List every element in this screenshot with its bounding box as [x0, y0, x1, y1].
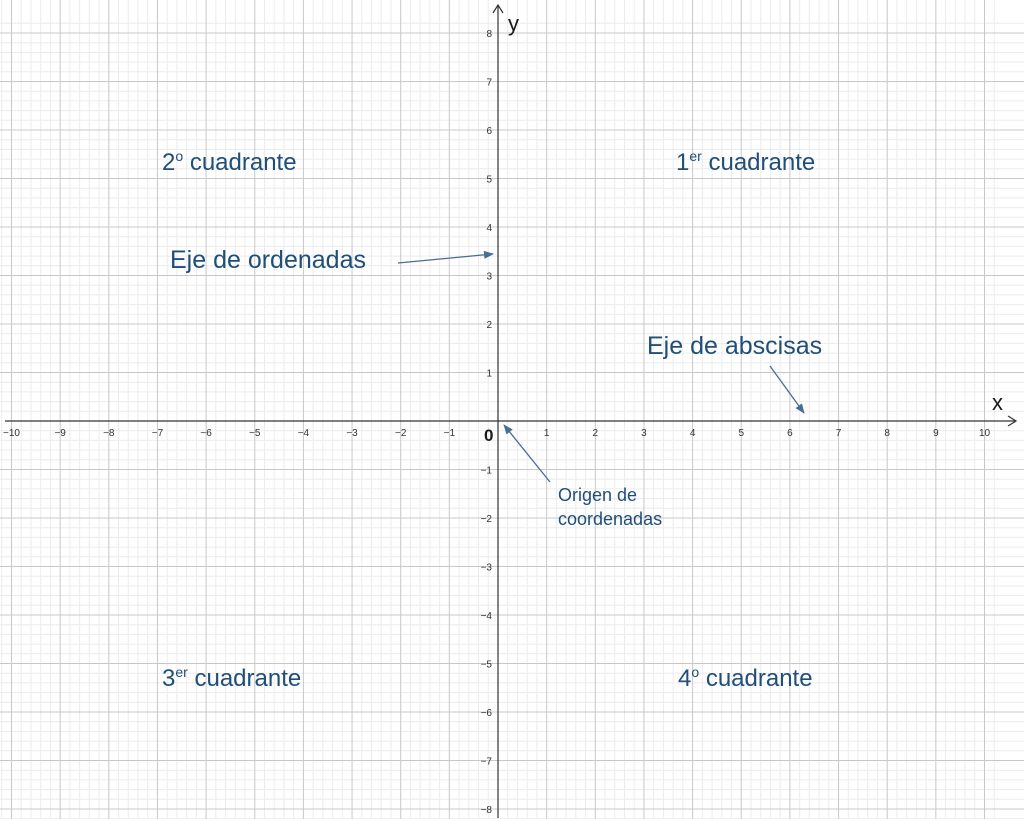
- quadrant-4-text: cuadrante: [699, 665, 813, 692]
- y-tick-label: 8: [486, 29, 492, 40]
- x-tick-label: −3: [346, 428, 358, 439]
- x-tick-label: −8: [103, 428, 115, 439]
- y-tick-label: −4: [481, 611, 493, 622]
- y-tick-label: 4: [486, 223, 492, 234]
- x-axis-label: x: [992, 390, 1003, 415]
- tick-labels: −10 −9 −8 −7 −6 −5 −4 −3 −2 −1 1 2 3 4 5 6 7 8 9 1087654321…: [3, 29, 990, 816]
- y-axis-label: y: [508, 11, 519, 36]
- x-tick-label: 1: [544, 428, 550, 439]
- y-tick-label: 1: [486, 369, 492, 380]
- y-tick-label: −7: [481, 757, 493, 768]
- x-tick-label: −6: [200, 428, 212, 439]
- origin-label: 0: [484, 426, 493, 445]
- quadrant-4-ordinal: o: [691, 664, 700, 680]
- x-tick-label: 5: [738, 428, 744, 439]
- x-tick-label: −9: [54, 428, 66, 439]
- x-tick-label: −10: [3, 428, 20, 439]
- quadrant-3-text: cuadrante: [187, 665, 302, 692]
- y-axis-arrow-icon: [492, 3, 504, 14]
- x-tick-label: −5: [249, 428, 261, 439]
- quadrant-2-text: cuadrante: [183, 149, 297, 176]
- quadrant-2-ordinal: o: [175, 148, 184, 164]
- x-tick-label: 4: [690, 428, 696, 439]
- arrow-abscisas: [769, 365, 805, 414]
- x-tick-label: 7: [836, 428, 842, 439]
- quadrant-4-number: 4: [678, 665, 692, 692]
- quadrant-1-text: cuadrante: [701, 149, 816, 176]
- quadrant-1-label: 1er cuadrante: [676, 148, 816, 176]
- x-tick-label: −7: [152, 428, 164, 439]
- quadrant-2-label: 2o cuadrante: [162, 148, 297, 176]
- origen-label-line-2: coordenadas: [558, 509, 663, 529]
- y-tick-label: −8: [481, 805, 493, 816]
- quadrant-2-number: 2: [162, 149, 176, 176]
- eje-ordenadas-label: Eje de ordenadas: [170, 246, 366, 274]
- quadrant-1-number: 1: [676, 149, 690, 176]
- x-tick-label: 2: [593, 428, 599, 439]
- x-tick-label: 3: [641, 428, 647, 439]
- x-tick-label: −1: [444, 428, 456, 439]
- x-tick-label: 10: [979, 428, 991, 439]
- y-tick-label: 7: [486, 78, 492, 89]
- y-tick-label: 3: [486, 272, 492, 283]
- y-tick-label: −3: [481, 563, 493, 574]
- quadrant-1-ordinal: er: [689, 148, 702, 164]
- x-tick-label: 9: [933, 428, 939, 439]
- origen-label: Origen de coordenadas: [558, 483, 662, 531]
- eje-abscisas-label: Eje de abscisas: [647, 332, 823, 360]
- axes: [5, 3, 1018, 818]
- arrow-ordenadas: [397, 250, 494, 264]
- x-tick-label: 8: [884, 428, 890, 439]
- x-axis-arrow-icon: [1007, 415, 1018, 427]
- y-tick-label: 6: [486, 126, 492, 137]
- quadrant-4-label: 4o cuadrante: [678, 664, 813, 692]
- y-tick-label: −6: [481, 708, 493, 719]
- y-tick-label: 5: [486, 175, 492, 186]
- arrow-origen: [503, 424, 551, 483]
- x-tick-label: 6: [787, 428, 793, 439]
- quadrant-3-label: 3er cuadrante: [162, 664, 302, 692]
- x-tick-label: −2: [395, 428, 407, 439]
- y-tick-label: −1: [481, 466, 493, 477]
- x-tick-label: −4: [298, 428, 310, 439]
- y-tick-label: −5: [481, 660, 493, 671]
- quadrant-3-ordinal: er: [175, 664, 188, 680]
- origen-label-line-1: Origen de: [558, 485, 638, 505]
- y-tick-label: −2: [481, 514, 493, 525]
- y-tick-label: 2: [486, 320, 492, 331]
- quadrant-3-number: 3: [162, 665, 176, 692]
